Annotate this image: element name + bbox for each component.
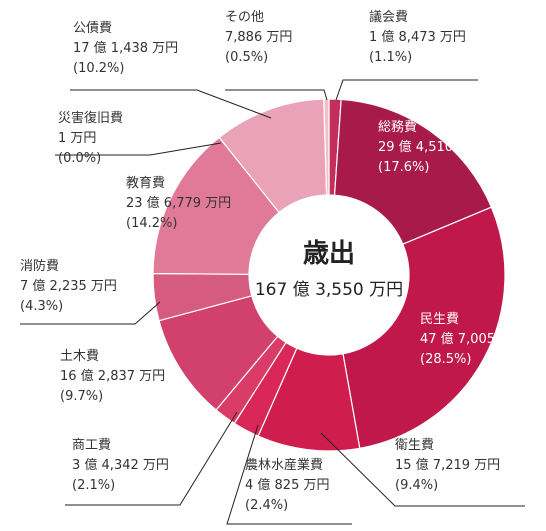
slice-label-percent: (28.5%) — [420, 352, 471, 367]
pie-slice — [342, 206, 506, 449]
slice-labels: 議会費 1 億 8,473 万円 (1.1%) 総務費 29 億 4,510 万円 (17… — [20, 10, 525, 513]
leader-line-shoubou — [20, 301, 161, 325]
slice-label-amount: 4 億 825 万円 — [245, 477, 329, 493]
slice-label-name: その他 — [225, 10, 264, 25]
leader-line-nourin — [226, 424, 352, 525]
center-title: 歳出 — [303, 239, 355, 269]
slice-label-percent: (4.3%) — [20, 299, 63, 314]
leader-line-kousai — [70, 89, 272, 119]
slice-label-name: 総務費 — [378, 120, 417, 135]
slice-label-name: 議会費 — [369, 10, 408, 25]
center-total: 167 億 3,550 万円 — [255, 280, 403, 300]
slice-label-name: 民生費 — [420, 312, 459, 327]
slice-label-amount: 7 億 2,235 万円 — [20, 278, 117, 294]
slice-label-name: 消防費 — [20, 258, 59, 274]
slice-label-percent: (1.1%) — [369, 50, 412, 65]
slice-label-amount: 16 億 2,837 万円 — [60, 368, 165, 384]
slice-label-name: 災害復旧費 — [58, 110, 123, 126]
slice-label-name: 教育費 — [126, 175, 165, 191]
leader-line-shoukou — [65, 411, 238, 506]
slice-label-percent: (2.4%) — [245, 498, 288, 513]
slice-label-name: 土木費 — [60, 349, 99, 364]
slice-label-name: 公債費 — [73, 21, 112, 36]
pie-slice — [323, 98, 330, 196]
slice-label-amount: 3 億 4,342 万円 — [72, 457, 169, 473]
donut-segments — [152, 98, 506, 452]
leader-line-sonota — [225, 89, 328, 101]
slice-label-percent: (9.4%) — [395, 478, 438, 493]
leader-line-eisei — [320, 432, 525, 507]
leader-line-gikai — [335, 79, 478, 101]
leader-lines — [20, 79, 525, 525]
slice-label-percent: (2.1%) — [72, 478, 115, 493]
pie-slice — [333, 98, 493, 245]
pie-slice — [152, 136, 280, 275]
slice-label-amount: 23 億 6,779 万円 — [126, 195, 231, 211]
slice-label-amount: 1 億 8,473 万円 — [369, 29, 466, 45]
slice-label-name: 商工費 — [72, 438, 111, 453]
slice-label-amount: 7,886 万円 — [225, 30, 292, 45]
slice-label-percent: (14.2%) — [126, 216, 177, 231]
leader-line-saigai — [55, 142, 222, 156]
slice-label-amount: 17 億 1,438 万円 — [73, 40, 178, 56]
slice-label-amount: 47 億 7,005 万円 — [420, 331, 525, 347]
center-label: 歳出 167 億 3,550 万円 — [255, 239, 403, 300]
slice-label-name: 衛生費 — [395, 438, 434, 453]
slice-label-name: 農林水産業費 — [245, 457, 323, 473]
slice-label-percent: (0.5%) — [225, 50, 268, 65]
slice-label-amount: 29 億 4,510 万円 — [378, 139, 483, 155]
slice-label-amount: 1 万円 — [58, 131, 96, 146]
slice-label-amount: 15 億 7,219 万円 — [395, 457, 500, 473]
slice-label-percent: (10.2%) — [73, 61, 124, 76]
slice-label-percent: (9.7%) — [60, 389, 103, 404]
slice-label-percent: (0.0%) — [58, 151, 101, 166]
slice-label-percent: (17.6%) — [378, 160, 429, 175]
